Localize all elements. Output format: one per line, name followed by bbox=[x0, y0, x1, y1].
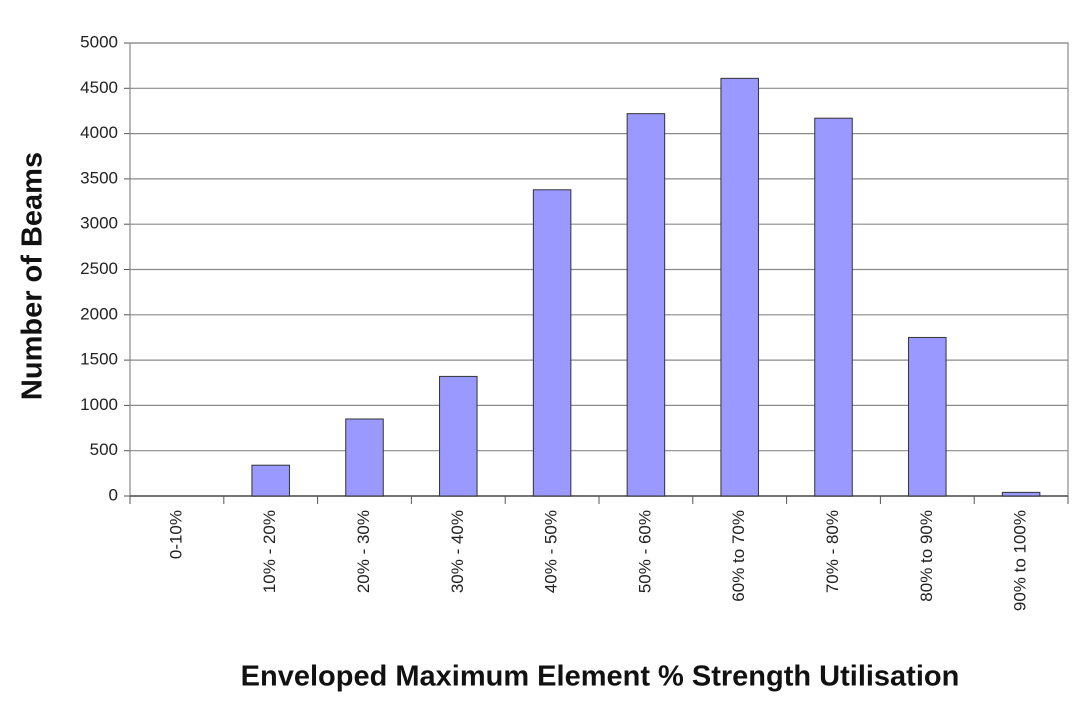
bar bbox=[251, 464, 290, 497]
y-tick-label: 5000 bbox=[80, 32, 118, 51]
x-tick-label: 40% - 50% bbox=[542, 510, 561, 593]
x-tick-label: 10% - 20% bbox=[260, 510, 279, 593]
y-axis-title: Number of Beams bbox=[17, 152, 49, 400]
bar bbox=[439, 375, 478, 497]
bar bbox=[626, 113, 666, 497]
x-tick-label: 30% - 40% bbox=[448, 510, 467, 593]
bar bbox=[532, 189, 572, 497]
bar bbox=[1001, 491, 1041, 497]
x-tick-label: 70% - 80% bbox=[823, 510, 842, 593]
y-tick-label: 0 bbox=[109, 485, 118, 504]
x-tick-label: 80% to 90% bbox=[917, 510, 936, 602]
bar bbox=[908, 336, 947, 497]
y-tick-label: 2500 bbox=[80, 259, 118, 278]
y-tick-label: 3000 bbox=[80, 214, 118, 233]
x-axis-title: Enveloped Maximum Element % Strength Uti… bbox=[241, 661, 960, 693]
bar bbox=[720, 77, 759, 497]
bar bbox=[345, 418, 384, 497]
x-tick-label: 90% to 100% bbox=[1011, 510, 1030, 611]
y-tick-label: 2000 bbox=[80, 304, 118, 323]
y-tick-label: 500 bbox=[90, 440, 118, 459]
y-tick-label: 4500 bbox=[80, 78, 118, 97]
x-tick-label: 50% - 60% bbox=[635, 510, 654, 593]
y-tick-label: 3500 bbox=[80, 168, 118, 187]
y-tick-label: 4000 bbox=[80, 123, 118, 142]
bar bbox=[814, 117, 853, 497]
x-tick-label: 60% to 70% bbox=[729, 510, 748, 602]
y-tick-label: 1500 bbox=[80, 350, 118, 369]
y-tick-label: 1000 bbox=[80, 395, 118, 414]
x-tick-label: 0-10% bbox=[166, 510, 185, 559]
x-tick-label: 20% - 30% bbox=[354, 510, 373, 593]
